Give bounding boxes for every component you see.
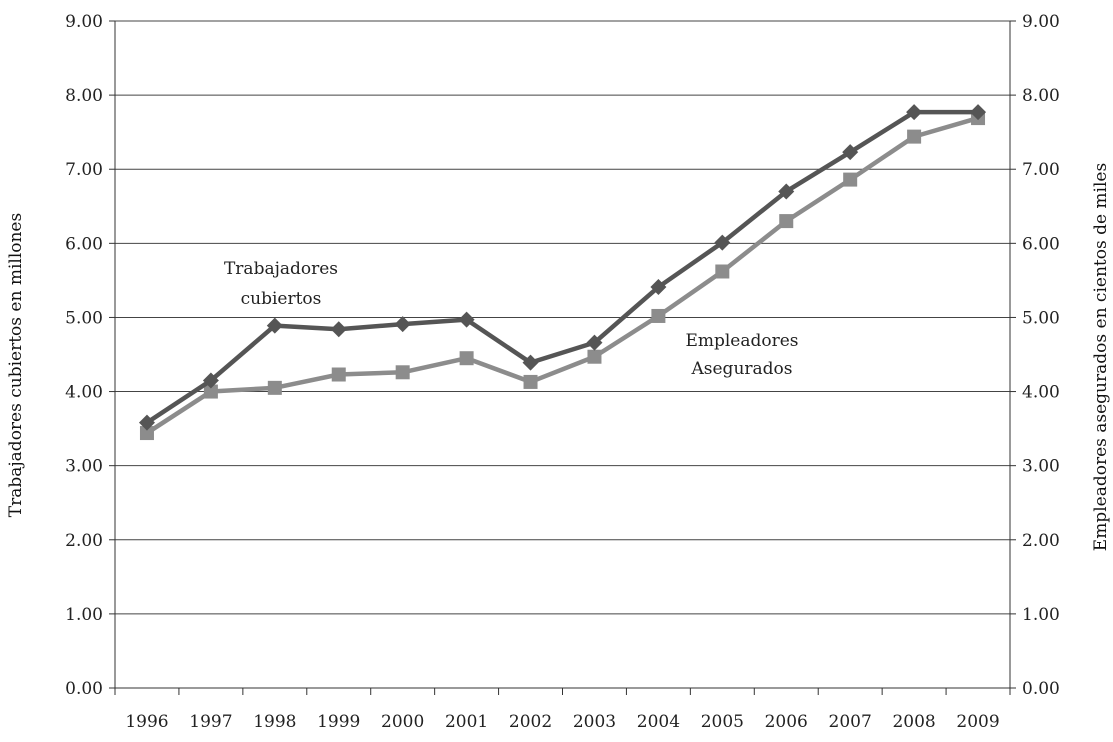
data-point-trabajadores bbox=[266, 317, 283, 334]
right-tick-label: 1.00 bbox=[1022, 605, 1060, 625]
data-point-trabajadores bbox=[842, 144, 859, 161]
data-point-empleadores bbox=[779, 214, 794, 229]
right-tick-label: 3.00 bbox=[1022, 457, 1060, 477]
series-line-empleadores bbox=[145, 115, 979, 435]
left-axis-title: Trabajadores cubiertos en millones bbox=[6, 213, 26, 517]
right-tick-label: 5.00 bbox=[1022, 308, 1060, 328]
data-point-empleadores bbox=[651, 308, 666, 323]
right-tick-label: 8.00 bbox=[1022, 86, 1060, 106]
x-tick-label: 2001 bbox=[445, 712, 488, 732]
data-point-trabajadores bbox=[714, 234, 731, 251]
left-tick-label: 9.00 bbox=[65, 12, 103, 32]
x-tick-label: 2009 bbox=[956, 712, 999, 732]
annotation-trabajadores-line1: Trabajadores bbox=[224, 259, 338, 279]
data-point-trabajadores bbox=[330, 321, 347, 338]
series-group bbox=[138, 104, 987, 441]
x-tick-label: 2006 bbox=[765, 712, 808, 732]
data-point-empleadores bbox=[907, 129, 922, 144]
data-point-empleadores bbox=[843, 172, 858, 187]
right-tick-label: 6.00 bbox=[1022, 234, 1060, 254]
x-tick-label: 1996 bbox=[125, 712, 168, 732]
series-line-trabajadores bbox=[145, 109, 979, 425]
left-axis-ticks: 0.00 1.00 2.00 3.00 4.00 5.00 6.00 7.00 8.00 9.00 bbox=[65, 12, 115, 699]
data-point-empleadores bbox=[395, 365, 410, 380]
data-point-trabajadores bbox=[650, 279, 667, 296]
left-tick-label: 0.00 bbox=[65, 679, 103, 699]
data-point-empleadores bbox=[267, 380, 282, 395]
left-tick-label: 5.00 bbox=[65, 308, 103, 328]
data-point-empleadores bbox=[203, 384, 218, 399]
left-tick-label: 7.00 bbox=[65, 160, 103, 180]
data-point-empleadores bbox=[139, 426, 154, 441]
left-tick-label: 6.00 bbox=[65, 234, 103, 254]
data-point-trabajadores bbox=[522, 354, 539, 371]
left-tick-label: 4.00 bbox=[65, 383, 103, 403]
data-point-empleadores bbox=[459, 351, 474, 366]
data-point-trabajadores bbox=[906, 104, 923, 121]
data-point-trabajadores bbox=[970, 104, 987, 121]
x-tick-label: 2005 bbox=[701, 712, 744, 732]
x-tick-label: 2007 bbox=[829, 712, 872, 732]
right-tick-label: 7.00 bbox=[1022, 160, 1060, 180]
annotation-trabajadores-line2: cubiertos bbox=[241, 289, 322, 309]
gridlines bbox=[115, 20, 1010, 615]
annotation-empleadores-line1: Empleadores bbox=[685, 331, 798, 351]
left-tick-label: 8.00 bbox=[65, 86, 103, 106]
right-tick-label: 2.00 bbox=[1022, 531, 1060, 551]
left-tick-label: 1.00 bbox=[65, 605, 103, 625]
left-tick-label: 2.00 bbox=[65, 531, 103, 551]
x-tick-label: 2003 bbox=[573, 712, 616, 732]
data-point-empleadores bbox=[331, 367, 346, 382]
data-point-empleadores bbox=[715, 264, 730, 279]
x-tick-label: 1997 bbox=[189, 712, 232, 732]
left-tick-label: 3.00 bbox=[65, 457, 103, 477]
data-point-trabajadores bbox=[778, 183, 795, 200]
data-point-trabajadores bbox=[458, 311, 475, 328]
data-point-trabajadores bbox=[138, 414, 155, 431]
data-point-empleadores bbox=[523, 374, 538, 389]
right-tick-label: 4.00 bbox=[1022, 383, 1060, 403]
right-tick-label: 9.00 bbox=[1022, 12, 1060, 32]
data-point-trabajadores bbox=[586, 334, 603, 351]
x-tick-label: 1998 bbox=[253, 712, 296, 732]
data-point-trabajadores bbox=[202, 372, 219, 389]
x-tick-label: 2000 bbox=[381, 712, 424, 732]
data-point-trabajadores bbox=[394, 316, 411, 333]
annotation-empleadores-line2: Asegurados bbox=[691, 359, 793, 379]
x-tick-label: 2004 bbox=[637, 712, 680, 732]
x-tick-label: 2002 bbox=[509, 712, 552, 732]
x-tick-label: 2008 bbox=[892, 712, 935, 732]
x-tick-label: 1999 bbox=[317, 712, 360, 732]
right-axis-title: Empleadores asegurados en cientos de mil… bbox=[1091, 163, 1111, 551]
right-tick-label: 0.00 bbox=[1022, 679, 1060, 699]
right-axis-ticks: 0.00 1.00 2.00 3.00 4.00 5.00 6.00 7.00 8.00 9.00 bbox=[1010, 12, 1060, 699]
data-point-empleadores bbox=[587, 349, 602, 364]
x-axis-ticks: 1996 1997 1998 1999 2000 2001 2002 2003 2004 2005… bbox=[114, 688, 1011, 732]
